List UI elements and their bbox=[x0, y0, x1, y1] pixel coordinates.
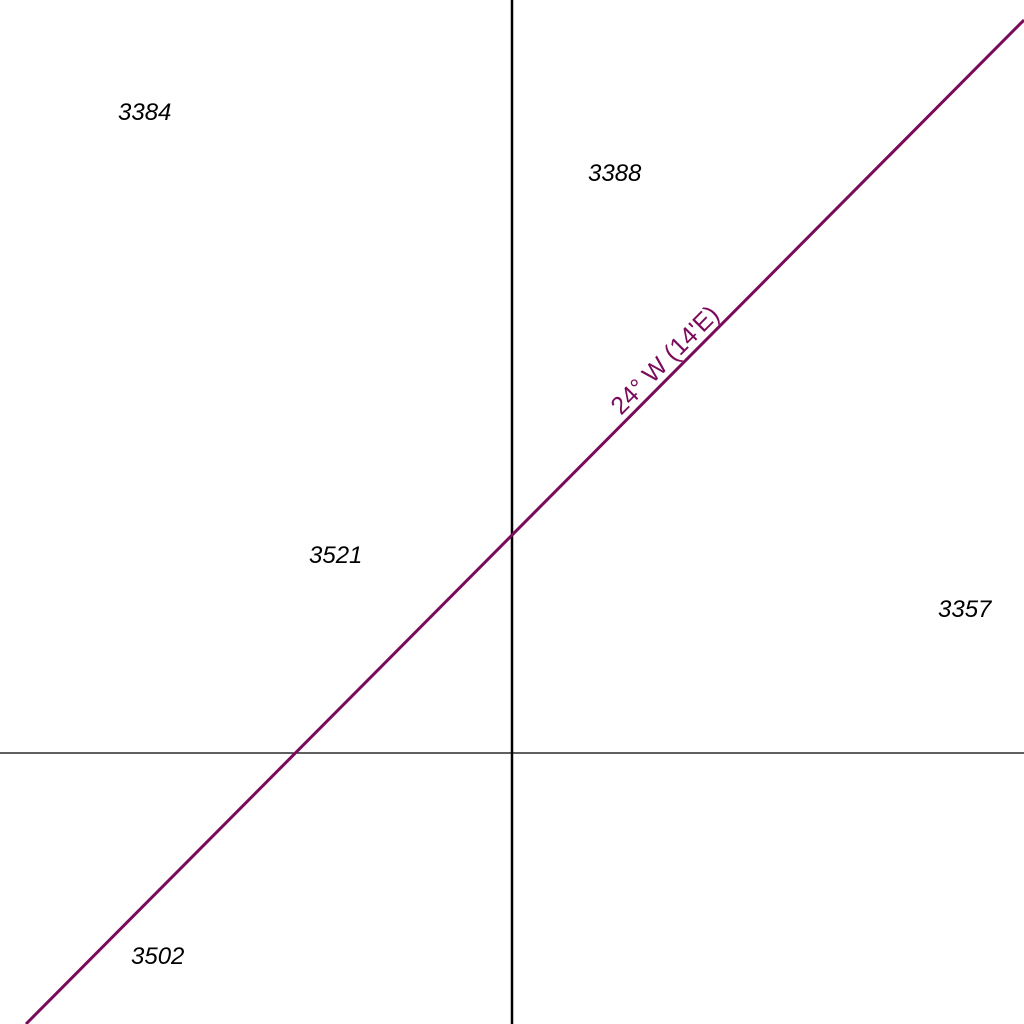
parcel-label-3502: 3502 bbox=[131, 943, 184, 970]
parcel-label-3388: 3388 bbox=[588, 160, 642, 187]
isogonic-line-label: 24° W (14'E) bbox=[605, 300, 724, 420]
isogonic-line bbox=[24, 18, 1024, 1024]
parcel-label-3357: 3357 bbox=[938, 596, 993, 623]
parcel-label-3384: 3384 bbox=[118, 99, 171, 126]
parcel-label-3521: 3521 bbox=[309, 542, 362, 569]
